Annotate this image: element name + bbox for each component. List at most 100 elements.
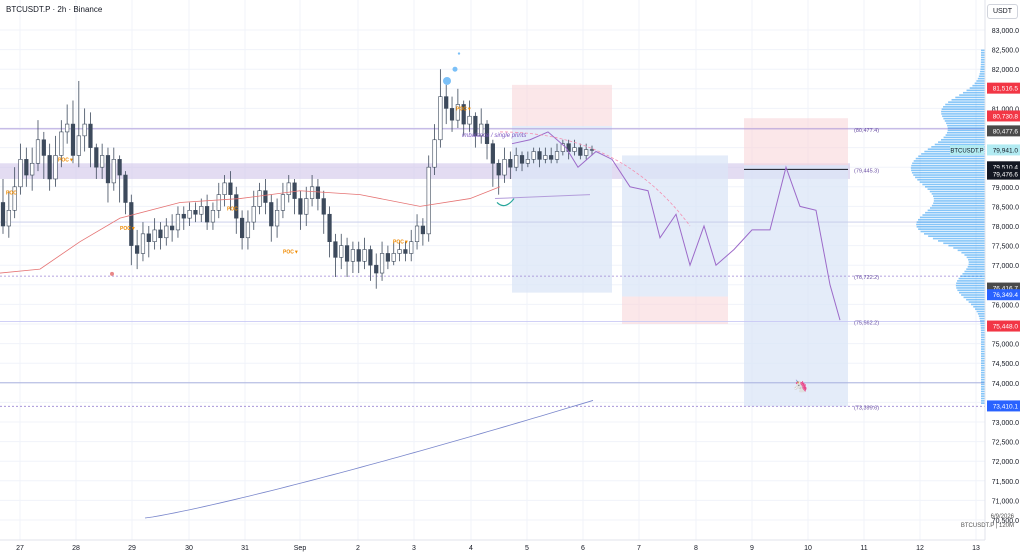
candle-body <box>269 202 274 227</box>
volume-profile-bar <box>966 256 985 259</box>
candle <box>47 143 52 191</box>
candle-body <box>362 249 367 262</box>
candle <box>129 194 134 266</box>
candle <box>432 124 437 176</box>
price-badge-label: 79,476.6 <box>993 172 1019 179</box>
volume-profile-bar <box>957 289 985 292</box>
candle-body <box>484 123 490 144</box>
price-tick-label: 75,000.0 <box>992 342 1019 349</box>
candle <box>280 182 286 219</box>
time-tick-label: 8 <box>694 545 698 552</box>
volume-profile-bar <box>980 54 985 56</box>
price-badge-label: 76,416.7 <box>993 286 1019 293</box>
candle-body <box>385 253 390 262</box>
volume-profile-bar <box>971 303 985 306</box>
volume-profile-bar <box>980 334 985 336</box>
volume-profile-bar <box>980 327 985 329</box>
volume-profile-bar <box>915 157 985 160</box>
volume-profile-bar <box>944 120 985 122</box>
volume-profile-bar <box>947 127 985 129</box>
signal-bubble <box>457 52 461 55</box>
volume-profile-bar <box>980 51 985 54</box>
candle <box>53 135 58 187</box>
price-tick-label: 76,000.0 <box>992 302 1019 309</box>
volume-profile-bar <box>933 200 985 202</box>
volume-profile-bar <box>974 82 985 85</box>
candle <box>286 175 291 203</box>
candle-body <box>216 194 221 211</box>
volume-profile-bar <box>981 369 985 372</box>
volume-profile-bar <box>947 129 985 132</box>
volume-profile-bar <box>978 75 985 78</box>
volume-profile-bar <box>946 122 985 125</box>
price-tick-label: 82,500.0 <box>992 48 1019 55</box>
level-annotation: (79,445.3) <box>854 168 879 174</box>
price-tick-label: 74,500.0 <box>992 361 1019 368</box>
poc-label: POC▼ <box>283 249 299 255</box>
candle <box>35 120 41 172</box>
footer-caption: BTCUSDT.P | 120M <box>960 523 1014 529</box>
candle <box>519 151 525 172</box>
candle <box>409 229 414 262</box>
candle-body <box>234 194 239 219</box>
price-tick-label: 78,000.0 <box>992 224 1019 231</box>
volume-profile-bar <box>920 216 985 219</box>
volume-profile-bar <box>938 141 985 143</box>
volume-profile-bar <box>980 329 985 332</box>
poc-label: POC <box>227 206 238 212</box>
candle-body <box>508 159 513 168</box>
candle-body <box>444 96 449 109</box>
volume-profile-bar <box>961 294 985 296</box>
candle-body <box>257 190 262 207</box>
candle-body <box>94 147 99 168</box>
volume-profile-bar <box>958 277 985 280</box>
price-badge-label: 80,477.6 <box>993 128 1019 135</box>
candle-body <box>158 229 163 239</box>
candle-body <box>245 221 251 239</box>
candle <box>18 143 23 195</box>
candle-body <box>53 155 58 180</box>
candle-body <box>88 123 93 148</box>
candle-body <box>589 149 595 151</box>
volume-profile-bar <box>947 124 985 127</box>
volume-profile-bar <box>973 305 985 308</box>
candle-body <box>584 149 589 156</box>
time-tick-label: 4 <box>469 545 473 552</box>
volume-profile-bar <box>961 251 985 254</box>
candle-body <box>152 229 157 242</box>
price-tick-label: 71,500.0 <box>992 479 1019 486</box>
price-tick-label: 70,500.0 <box>992 518 1019 525</box>
candle-body <box>263 190 268 203</box>
candle <box>100 143 105 179</box>
candle-body <box>129 202 134 246</box>
candle-body <box>554 151 560 160</box>
candle-body <box>549 155 554 160</box>
time-tick-label: Sep <box>294 545 307 552</box>
candle-body <box>105 155 111 184</box>
volume-profile-bar <box>932 237 985 240</box>
candle <box>88 112 93 168</box>
candle <box>327 206 332 258</box>
candle <box>385 245 390 270</box>
volume-profile-bar <box>911 164 985 167</box>
candle <box>76 80 81 168</box>
candle-body <box>403 249 408 254</box>
candle-body <box>205 206 210 223</box>
candle <box>82 108 87 152</box>
candle <box>239 210 245 250</box>
candle-body <box>82 123 87 137</box>
candle-body <box>292 182 297 199</box>
currency-selector[interactable]: USDT <box>986 4 1018 19</box>
candle <box>59 120 64 168</box>
candle-body <box>315 186 321 199</box>
candle <box>205 194 210 230</box>
volume-profile-bar <box>948 244 985 247</box>
volume-profile-bar <box>980 63 985 66</box>
volume-profile-bar <box>916 226 985 228</box>
price-badge-label: 76,349.4 <box>993 292 1019 299</box>
candle <box>467 100 472 132</box>
candle <box>187 202 192 226</box>
volume-profile-bar <box>980 348 985 350</box>
volume-profile-bar <box>981 357 985 360</box>
